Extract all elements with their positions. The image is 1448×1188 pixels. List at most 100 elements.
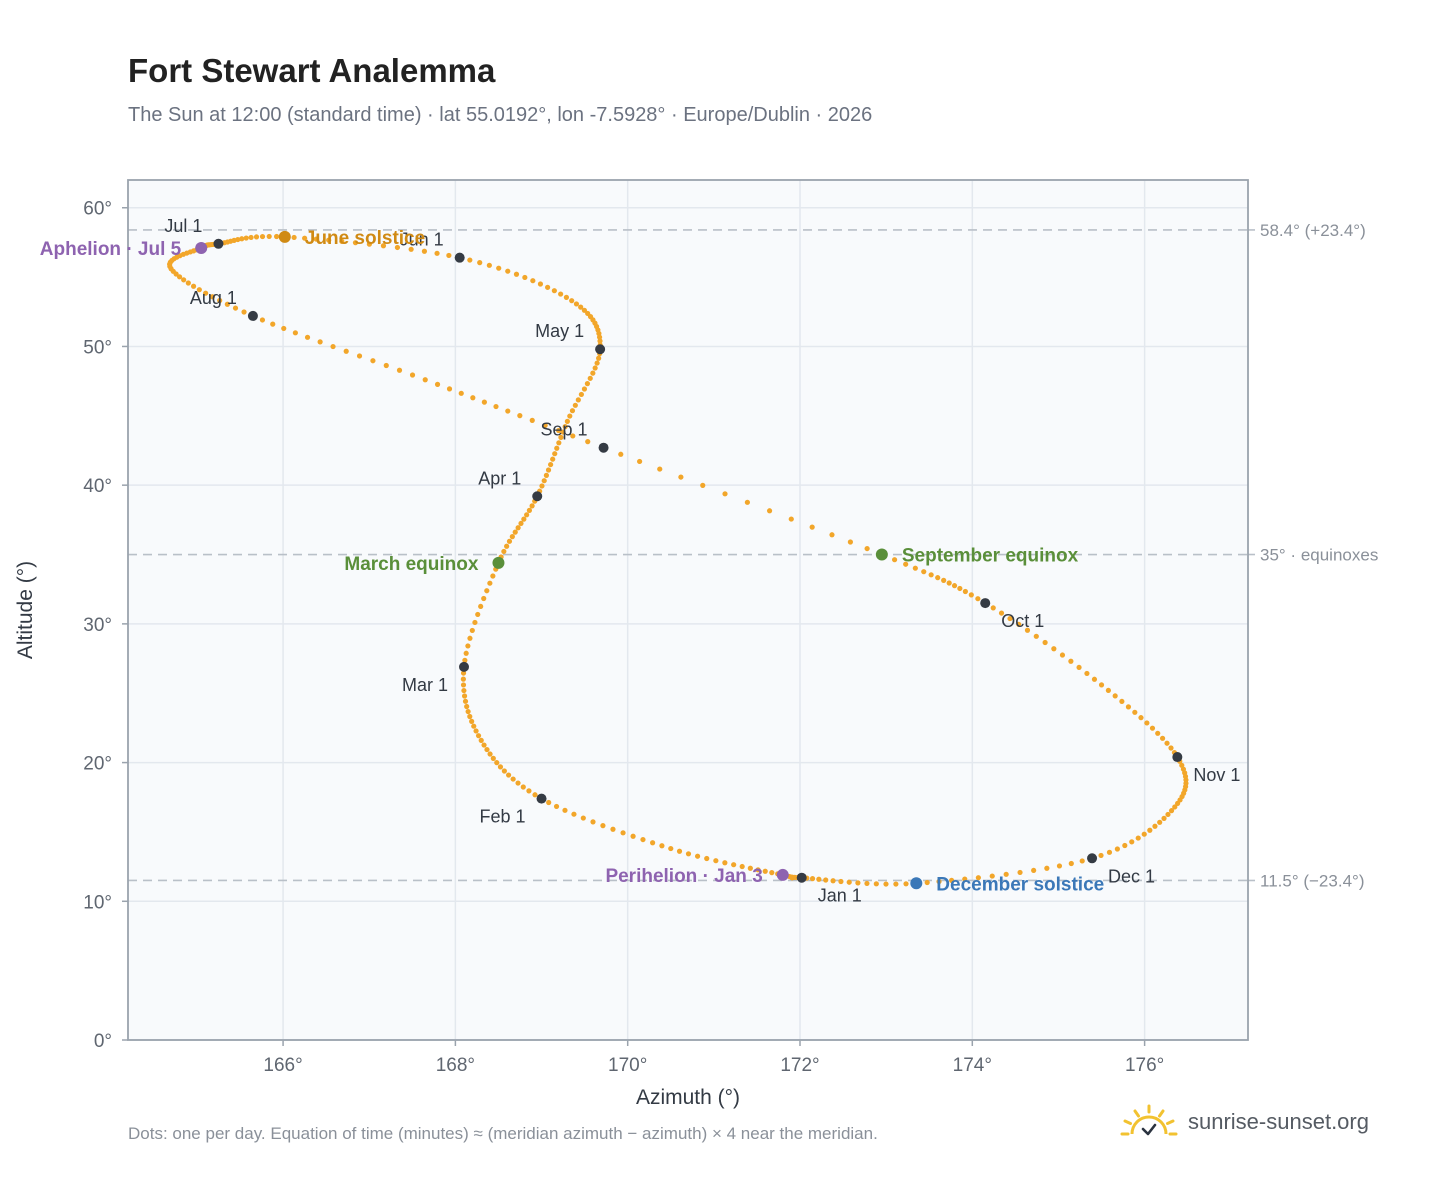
daily-sun-dot: [581, 307, 588, 313]
daily-sun-dot: [903, 881, 909, 887]
daily-sun-dot: [585, 439, 591, 445]
daily-sun-dot: [556, 427, 562, 434]
daily-sun-dot: [573, 301, 580, 307]
daily-sun-dot: [1157, 819, 1163, 825]
month-label: Jun 1: [400, 230, 444, 250]
daily-sun-dot: [766, 508, 773, 514]
daily-sun-dot: [232, 305, 239, 311]
daily-sun-dot: [809, 524, 815, 530]
month-label: Feb 1: [480, 807, 526, 827]
daily-sun-dot: [1106, 849, 1113, 855]
daily-sun-dot: [270, 321, 276, 327]
daily-sun-dot: [562, 807, 568, 813]
daily-sun-dot: [1024, 627, 1031, 633]
daily-sun-dot: [1168, 808, 1175, 814]
daily-sun-dot: [1122, 842, 1128, 849]
daily-sun-dot: [935, 575, 941, 581]
daily-sun-dot: [176, 274, 183, 280]
daily-sun-dot: [903, 561, 909, 567]
daily-sun-dot: [493, 403, 499, 410]
daily-sun-dot: [1007, 615, 1013, 622]
daily-sun-dot: [460, 676, 466, 682]
daily-sun-dot: [1031, 867, 1037, 874]
daily-sun-dot: [317, 339, 323, 345]
daily-sun-dot: [1098, 852, 1104, 859]
daily-sun-dot: [467, 257, 473, 263]
daily-sun-dot: [546, 799, 552, 806]
x-tick-label: 170°: [608, 1055, 647, 1076]
daily-sun-dot: [545, 467, 552, 473]
daily-sun-dot: [962, 588, 968, 595]
y-tick-label: 20°: [83, 754, 112, 775]
event-label: December solstice: [936, 874, 1104, 895]
daily-sun-dot: [554, 445, 560, 451]
x-tick-label: 172°: [780, 1055, 819, 1076]
daily-sun-dot: [486, 262, 492, 268]
daily-sun-dot: [685, 851, 692, 857]
daily-sun-dot: [304, 334, 311, 340]
daily-sun-dot: [501, 548, 507, 555]
month-marker: [213, 238, 224, 249]
daily-sun-dot: [1016, 621, 1022, 627]
daily-sun-dot: [521, 516, 527, 522]
daily-sun-dot: [460, 682, 467, 688]
daily-sun-dot: [504, 543, 510, 549]
daily-sun-dot: [1042, 639, 1048, 646]
daily-sun-dot: [1112, 693, 1118, 699]
event-marker: [776, 868, 789, 881]
daily-sun-dot: [209, 294, 216, 300]
daily-sun-dot: [470, 395, 476, 401]
brand[interactable]: sunrise-sunset.org: [1120, 1104, 1369, 1140]
event-label: Aphelion · Jul 5: [40, 239, 182, 260]
month-marker: [454, 252, 465, 263]
daily-sun-dot: [572, 402, 578, 408]
daily-sun-dot: [458, 390, 464, 396]
daily-sun-dot: [1138, 715, 1144, 721]
daily-sun-dot: [1003, 871, 1009, 877]
daily-sun-dot: [1125, 704, 1132, 710]
daily-sun-dot: [481, 742, 487, 748]
daily-sun-dot: [722, 491, 728, 497]
daily-sun-dot: [422, 377, 428, 383]
daily-sun-dot: [190, 283, 197, 289]
daily-sun-dot: [461, 687, 467, 694]
daily-sun-dot: [248, 234, 254, 241]
daily-sun-dot: [530, 278, 536, 284]
daily-sun-dot: [1147, 827, 1153, 833]
daily-sun-dot: [537, 281, 544, 287]
daily-sun-dot: [1168, 745, 1174, 751]
daily-sun-dot: [313, 236, 319, 242]
daily-sun-dot: [659, 843, 665, 849]
daily-sun-dot: [1033, 633, 1039, 639]
event-marker: [875, 548, 888, 561]
daily-sun-dot: [864, 880, 870, 887]
daily-sun-dot: [281, 325, 287, 332]
x-tick-label: 168°: [436, 1055, 475, 1076]
month-label: Dec 1: [1108, 866, 1155, 886]
event-marker: [278, 230, 291, 243]
daily-sun-dot: [548, 461, 554, 468]
event-marker: [910, 877, 923, 890]
daily-sun-dot: [1141, 831, 1147, 837]
daily-sun-dot: [484, 588, 490, 594]
page-title: Fort Stewart Analemma: [128, 52, 496, 89]
daily-sun-dot: [487, 751, 493, 757]
daily-sun-dot: [409, 372, 416, 378]
daily-sun-dot: [274, 233, 280, 240]
daily-sun-dot: [520, 784, 526, 790]
daily-sun-dot: [506, 772, 512, 778]
daily-sun-dot: [471, 723, 477, 729]
daily-sun-dot: [578, 304, 584, 310]
month-label: May 1: [535, 321, 584, 341]
daily-sun-dot: [243, 235, 249, 241]
daily-sun-dot: [567, 413, 573, 419]
daily-sun-dot: [1132, 709, 1138, 715]
daily-sun-dot: [678, 474, 684, 480]
month-label: Sep 1: [541, 420, 588, 440]
reference-line-label: 35° · equinoxes: [1260, 546, 1378, 565]
daily-sun-dot: [469, 718, 475, 724]
month-marker: [595, 344, 606, 355]
daily-sun-dot: [873, 881, 879, 887]
daily-sun-dot: [475, 611, 481, 618]
event-marker: [195, 241, 208, 254]
